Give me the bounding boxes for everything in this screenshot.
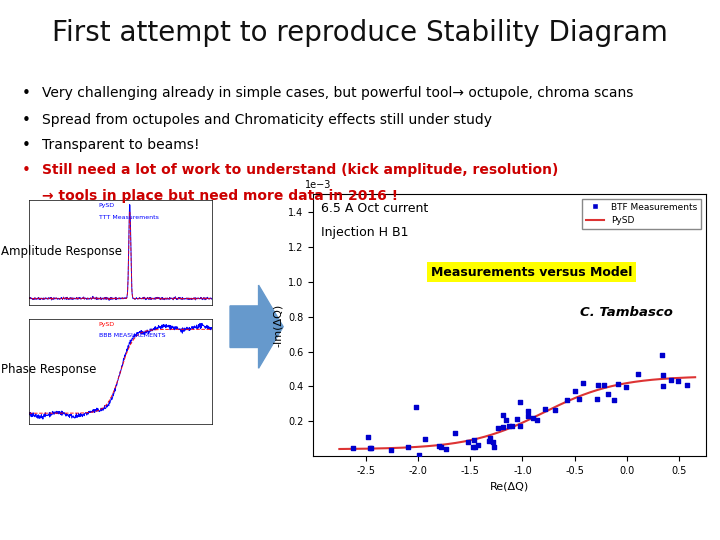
Point (591, 394, 603, 403)
Point (657, 350, 668, 359)
Point (621, 383, 632, 391)
Point (539, 404, 551, 413)
Point (573, 395, 585, 404)
Point (492, 424, 504, 433)
Point (485, 434, 496, 443)
Text: 1e−3: 1e−3 (305, 180, 332, 190)
Point (672, 376, 683, 385)
Point (487, 438, 498, 447)
Point (500, 416, 511, 425)
Point (549, 406, 561, 415)
Text: 6.5 A Oct current: 6.5 A Oct current (321, 202, 428, 215)
Point (514, 398, 526, 407)
Point (602, 389, 613, 398)
Text: C. Tambasco: C. Tambasco (580, 306, 673, 319)
Point (469, 435, 480, 444)
Text: → tools in place but need more data in 2016 !: → tools in place but need more data in 2… (42, 189, 398, 203)
Point (593, 381, 604, 389)
Point (385, 446, 397, 455)
Point (503, 422, 514, 431)
Point (522, 407, 534, 416)
Point (467, 442, 479, 451)
Text: Very challenging already in simple cases, but powerful tool→ octupole, chroma sc: Very challenging already in simple cases… (42, 86, 633, 100)
Text: First attempt to reproduce Stability Diagram: First attempt to reproduce Stability Dia… (52, 19, 668, 47)
Text: •: • (22, 113, 30, 129)
Point (665, 376, 677, 385)
Point (348, 443, 359, 452)
Point (413, 450, 425, 459)
Point (511, 415, 523, 423)
X-axis label: Re(ΔQ): Re(ΔQ) (490, 482, 529, 491)
Text: Amplitude Response: Amplitude Response (1, 245, 122, 258)
Point (633, 370, 644, 379)
Point (472, 441, 484, 450)
Text: Measurements versus Model: Measurements versus Model (431, 266, 632, 279)
Text: Phase Response: Phase Response (1, 363, 96, 376)
Text: TTT Measurements: TTT Measurements (99, 214, 158, 220)
Point (570, 387, 581, 395)
Y-axis label: -Im(ΔQ): -Im(ΔQ) (273, 303, 282, 347)
Point (506, 421, 518, 430)
Point (498, 411, 509, 420)
Text: Injection H B1: Injection H B1 (321, 226, 408, 239)
Point (561, 396, 572, 404)
Point (436, 443, 447, 451)
Point (366, 444, 377, 453)
Point (488, 443, 500, 451)
Point (420, 435, 431, 443)
FancyArrow shape (230, 285, 283, 368)
Point (531, 416, 543, 424)
Text: Spread from octupoles and Chromaticity effects still under study: Spread from octupoles and Chromaticity e… (42, 113, 492, 127)
Text: •: • (22, 86, 30, 102)
Text: •: • (22, 163, 30, 178)
Point (462, 438, 474, 447)
Point (612, 380, 624, 389)
Point (608, 396, 620, 404)
Point (515, 422, 526, 430)
Point (682, 381, 693, 389)
Point (498, 423, 509, 431)
Point (449, 429, 460, 437)
Text: BBB MEASUREMENTS: BBB MEASUREMENTS (99, 333, 165, 339)
Text: PySD: PySD (99, 322, 114, 327)
Text: •: • (22, 138, 30, 153)
Point (364, 443, 376, 452)
Text: Still need a lot of work to understand (kick amplitude, resolution): Still need a lot of work to understand (… (42, 163, 558, 177)
Point (410, 403, 422, 411)
Text: PySD: PySD (99, 203, 114, 208)
Point (484, 436, 495, 445)
Legend: BTF Measurements, PySD: BTF Measurements, PySD (582, 199, 701, 228)
Point (657, 370, 669, 379)
Point (362, 433, 374, 442)
Point (522, 412, 534, 421)
Text: Transparent to beams!: Transparent to beams! (42, 138, 199, 152)
Point (577, 379, 588, 388)
Point (469, 443, 481, 451)
Point (440, 444, 451, 453)
Point (528, 414, 539, 423)
Point (657, 382, 669, 390)
Point (598, 380, 610, 389)
Point (402, 442, 413, 451)
Point (433, 441, 444, 450)
